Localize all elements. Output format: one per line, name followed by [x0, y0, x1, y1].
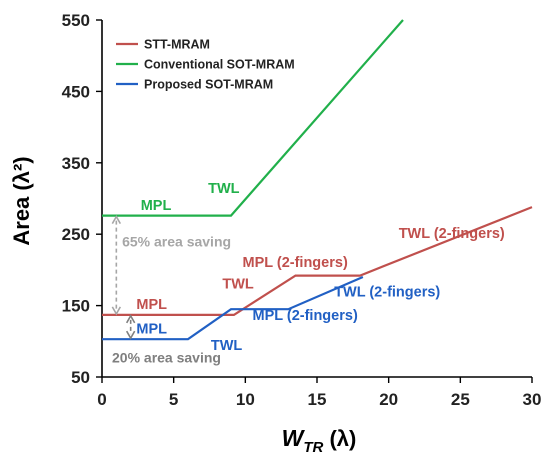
saving-arrow-1	[125, 314, 136, 340]
series-line-0	[102, 206, 533, 316]
y-tick-label: 150	[62, 297, 90, 316]
annotation-label: TWL	[211, 338, 243, 354]
legend-label: STT-MRAM	[144, 38, 210, 52]
axes: 0 5 10 15 20 25 30 50 150 250 350 450 550	[62, 11, 542, 409]
series-line-2	[102, 275, 364, 341]
series-line-1	[102, 19, 404, 217]
annotations: MPL TWL TWL (2-fingers) MPL (2-fingers) TWL M…	[112, 181, 505, 366]
x-tick-label: 10	[236, 390, 255, 409]
annotation-label: MPL (2-fingers)	[243, 255, 348, 271]
saving-arrow-head-top	[111, 215, 122, 225]
annotation-label: 20% area saving	[112, 350, 221, 366]
annotation-label: TWL (2-fingers)	[399, 226, 505, 242]
x-axis-title-unit: (λ)	[323, 426, 356, 451]
y-tick-label: 350	[62, 154, 90, 173]
y-axis-title: Area (λ²)	[9, 156, 34, 245]
annotation-label: TWL	[222, 277, 254, 293]
annotation-label: MPL (2-fingers)	[253, 308, 358, 324]
y-tick-label: 250	[62, 225, 90, 244]
x-tick-label: 25	[451, 390, 470, 409]
x-tick-label: 30	[523, 390, 542, 409]
x-axis-title-subscript: TR	[303, 439, 323, 456]
annotation-label: MPL	[136, 321, 167, 337]
annotation-label: TWL	[208, 181, 240, 197]
y-tick-label: 550	[62, 11, 90, 30]
saving-arrow-head-bottom	[125, 330, 136, 340]
legend-label: Proposed SOT-MRAM	[144, 78, 273, 92]
legend-label: Conventional SOT-MRAM	[144, 58, 295, 72]
saving-arrow-head-top	[125, 314, 136, 324]
x-axis-title-main: W	[282, 425, 306, 451]
series-lines	[102, 19, 533, 341]
x-tick-label: 0	[97, 390, 106, 409]
annotation-label: TWL (2-fingers)	[334, 284, 440, 300]
x-tick-label: 5	[169, 390, 178, 409]
x-tick-label: 20	[379, 390, 398, 409]
y-tick-label: 450	[62, 82, 90, 101]
legend: STT-MRAM Conventional SOT-MRAM Proposed SO…	[116, 38, 295, 92]
annotation-label: 65% area saving	[122, 233, 231, 249]
annotation-label: MPL	[141, 198, 172, 214]
annotation-label: MPL	[136, 297, 167, 313]
saving-arrows	[111, 215, 136, 340]
y-tick-label: 50	[71, 368, 90, 387]
x-axis-title: WTR (λ)	[282, 425, 357, 456]
saving-arrow-head-bottom	[111, 306, 122, 316]
x-tick-label: 15	[308, 390, 327, 409]
saving-arrow-0	[111, 215, 122, 316]
